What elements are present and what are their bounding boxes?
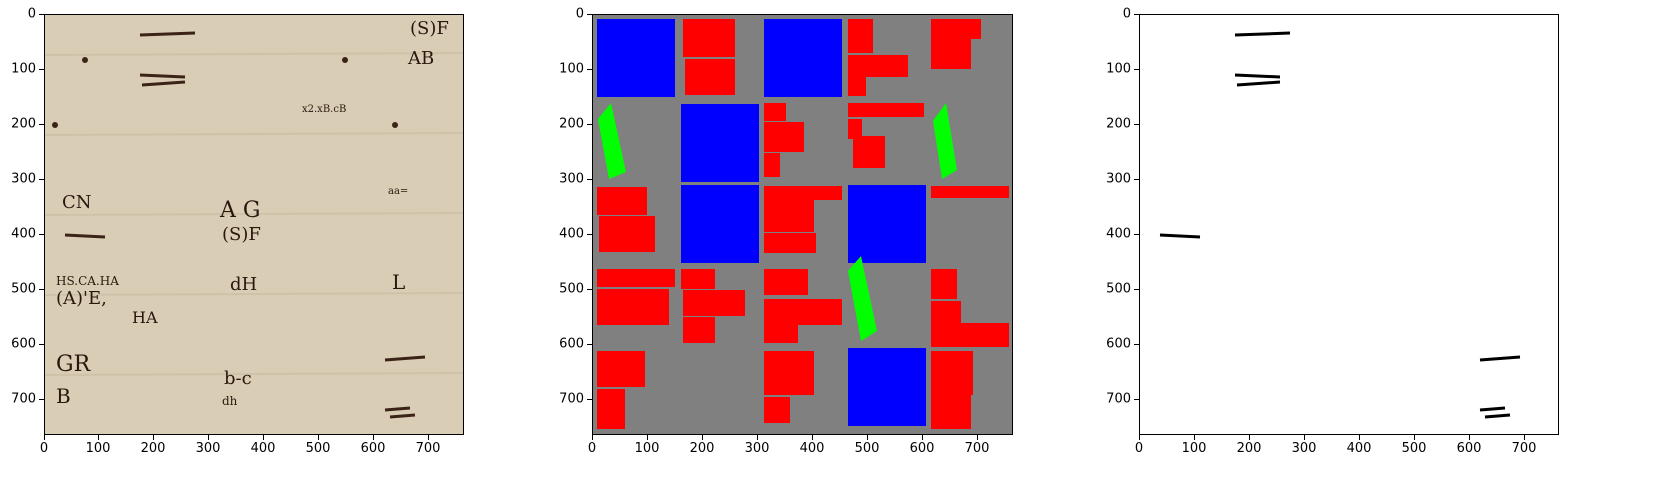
manuscript-image — [44, 14, 464, 435]
segmentation-image — [592, 14, 1013, 435]
binarized-image — [1139, 14, 1559, 435]
segmentation-svg — [593, 15, 1012, 434]
panel-binarized — [1104, 0, 1656, 493]
binarized-svg — [1140, 15, 1558, 434]
panel-segmentation — [552, 0, 1104, 493]
panel-manuscript — [0, 0, 552, 493]
manuscript-svg — [45, 15, 463, 434]
